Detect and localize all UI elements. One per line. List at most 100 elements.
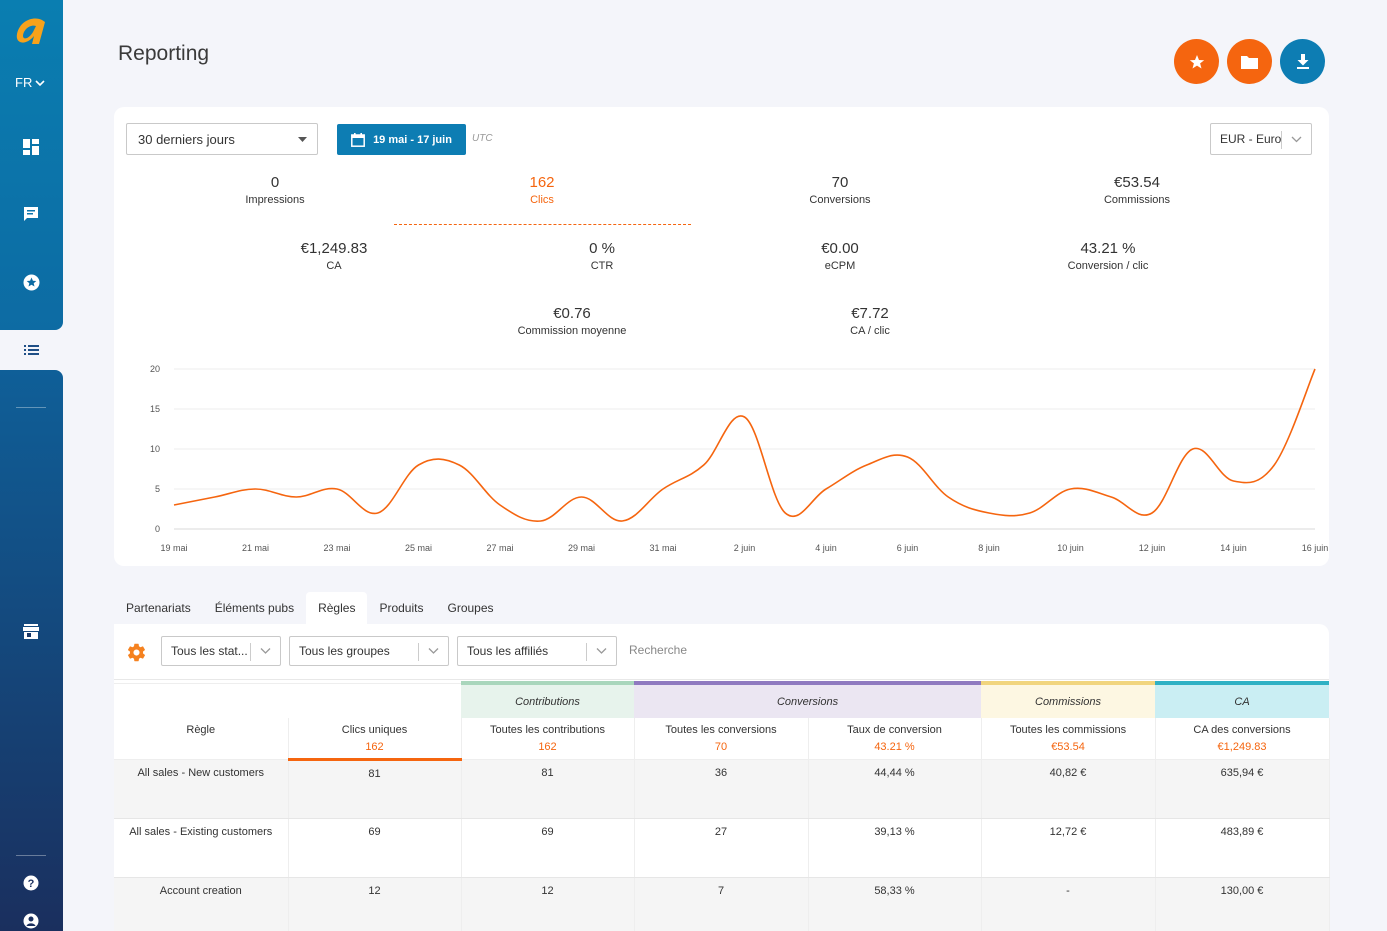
kpi-commissions[interactable]: €53.54 Commissions xyxy=(1037,174,1237,208)
data-point[interactable] xyxy=(1067,485,1075,493)
kpi-clics[interactable]: 162 Clics xyxy=(442,174,642,208)
data-point[interactable] xyxy=(1189,445,1197,453)
kpi-label: CA xyxy=(326,260,342,272)
date-range-button[interactable]: 19 mai - 17 juin xyxy=(337,124,466,155)
x-tick-label: 31 mai xyxy=(649,543,676,553)
data-point[interactable] xyxy=(1026,509,1034,517)
store-icon[interactable] xyxy=(21,621,41,641)
kpi-ecpm[interactable]: €0.00 eCPM xyxy=(740,240,940,274)
kpi-conversions[interactable]: 70 Conversions xyxy=(740,174,940,208)
data-point[interactable] xyxy=(415,461,423,469)
logo[interactable] xyxy=(12,14,50,48)
kpi-ctr[interactable]: 0 % CTR xyxy=(502,240,702,274)
data-point[interactable] xyxy=(741,413,749,421)
data-point[interactable] xyxy=(537,517,545,525)
data-point[interactable] xyxy=(292,493,300,501)
kpi-value: 162 xyxy=(529,174,555,191)
column-label: Toutes les contributions xyxy=(490,724,605,736)
column-header-commissions[interactable]: Toutes les commissions €53.54 xyxy=(981,718,1156,760)
chevron-down-icon xyxy=(260,648,271,654)
data-point[interactable] xyxy=(781,509,789,517)
column-header-taux-conversion[interactable]: Taux de conversion 43.21 % xyxy=(808,718,982,760)
data-point[interactable] xyxy=(1148,509,1156,517)
tab-regles[interactable]: Règles xyxy=(306,592,368,624)
tab-produits[interactable]: Produits xyxy=(379,601,424,615)
search-input[interactable]: Recherche xyxy=(629,643,688,657)
column-header-contributions[interactable]: Toutes les contributions 162 xyxy=(461,718,635,760)
data-point[interactable] xyxy=(944,493,952,501)
currency-select[interactable]: EUR - Euro xyxy=(1210,123,1312,155)
download-button[interactable] xyxy=(1280,39,1325,84)
kpi-value: €0.00 xyxy=(821,240,859,257)
x-tick-label: 4 juin xyxy=(815,543,837,553)
column-header-conversions[interactable]: Toutes les conversions 70 xyxy=(634,718,809,760)
kpi-conversion-per-click[interactable]: 43.21 % Conversion / clic xyxy=(1008,240,1208,274)
column-label: Toutes les commissions xyxy=(1009,724,1127,736)
column-total: 162 xyxy=(538,741,557,753)
column-header-regle[interactable]: Règle xyxy=(114,718,289,760)
data-point[interactable] xyxy=(455,461,463,469)
period-value: 30 derniers jours xyxy=(138,131,235,147)
user-icon[interactable] xyxy=(21,911,41,931)
kpi-ca[interactable]: €1,249.83 CA xyxy=(234,240,434,274)
column-header-ca-conversions[interactable]: CA des conversions €1,249.83 xyxy=(1155,718,1330,760)
tab-partenariats[interactable]: Partenariats xyxy=(126,601,191,615)
y-tick-label: 5 xyxy=(155,484,160,494)
report-tabs: Partenariats Éléments pubs Règles Produi… xyxy=(114,592,506,624)
tab-groupes[interactable]: Groupes xyxy=(447,601,494,615)
cell-commissions: - xyxy=(981,877,1156,931)
data-point[interactable] xyxy=(1270,461,1278,469)
cell-contributions: 69 xyxy=(461,818,635,878)
x-tick-label: 29 mai xyxy=(568,543,595,553)
y-tick-label: 20 xyxy=(150,364,160,374)
column-header-clics-uniques[interactable]: Clics uniques 162 xyxy=(288,718,462,761)
data-point[interactable] xyxy=(170,501,178,509)
data-point[interactable] xyxy=(904,453,912,461)
cell-conversion-rate: 39,13 % xyxy=(808,818,982,878)
data-point[interactable] xyxy=(1107,493,1115,501)
tab-elements-pubs[interactable]: Éléments pubs xyxy=(214,601,295,615)
dashboard-icon[interactable] xyxy=(21,137,41,157)
table-row[interactable]: All sales - Existing customers 69 69 27 … xyxy=(114,818,1330,878)
chat-icon[interactable] xyxy=(21,204,41,224)
data-point[interactable] xyxy=(1230,477,1238,485)
data-point[interactable] xyxy=(374,509,382,517)
data-point[interactable] xyxy=(496,501,504,509)
data-point[interactable] xyxy=(333,485,341,493)
data-point[interactable] xyxy=(659,485,667,493)
help-icon[interactable]: ? xyxy=(21,873,41,893)
settings-gear-icon[interactable] xyxy=(126,642,147,668)
data-point[interactable] xyxy=(252,485,260,493)
series-line-clics[interactable] xyxy=(173,368,1316,522)
kpi-impressions[interactable]: 0 Impressions xyxy=(175,174,375,208)
table-row[interactable]: Account creation 12 12 7 58,33 % - 130,0… xyxy=(114,877,1330,931)
kpi-average-commission[interactable]: €0.76 Commission moyenne xyxy=(472,305,672,339)
cell-ca: 483,89 € xyxy=(1155,818,1330,878)
data-point[interactable] xyxy=(578,493,586,501)
currency-value: EUR - Euro xyxy=(1220,132,1282,146)
data-point[interactable] xyxy=(863,461,871,469)
list-icon[interactable] xyxy=(21,340,41,360)
chevron-down-icon xyxy=(1291,136,1302,143)
group-header-commissions: Commissions xyxy=(981,681,1156,718)
status-filter[interactable]: Tous les stat... xyxy=(161,636,281,666)
folder-button[interactable] xyxy=(1227,39,1272,84)
rules-table-card: Tous les stat... Tous les groupes Tous l… xyxy=(114,624,1330,931)
favorite-button[interactable] xyxy=(1174,39,1219,84)
star-circle-icon[interactable] xyxy=(21,272,41,292)
affiliates-filter[interactable]: Tous les affiliés xyxy=(457,636,617,666)
kpi-ca-per-click[interactable]: €7.72 CA / clic xyxy=(770,305,970,339)
data-point[interactable] xyxy=(700,461,708,469)
language-selector[interactable]: FR xyxy=(15,75,45,90)
data-point[interactable] xyxy=(985,509,993,517)
column-label: Clics uniques xyxy=(341,724,408,736)
period-select[interactable]: 30 derniers jours xyxy=(126,123,318,155)
data-point[interactable] xyxy=(822,485,830,493)
x-tick-label: 27 mai xyxy=(486,543,513,553)
chevron-down-icon xyxy=(35,79,45,86)
data-point[interactable] xyxy=(618,517,626,525)
groups-filter[interactable]: Tous les groupes xyxy=(289,636,449,666)
table-row[interactable]: All sales - New customers 81 81 36 44,44… xyxy=(114,759,1330,819)
data-point[interactable] xyxy=(1311,365,1319,373)
data-point[interactable] xyxy=(211,493,219,501)
